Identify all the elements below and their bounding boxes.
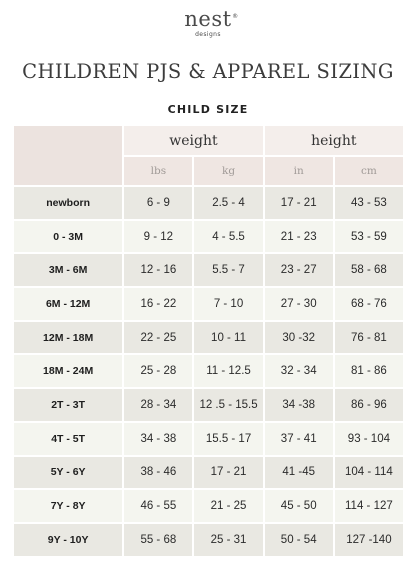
unit-header-cm: cm: [334, 157, 403, 185]
unit-header-kg: kg: [194, 157, 263, 185]
header-corner-cell: [14, 126, 123, 185]
registered-mark: ®: [232, 13, 239, 20]
size-label-cell: 6M - 12M: [14, 288, 123, 320]
height-header: height: [264, 126, 403, 155]
table-row: 2T - 3T 28 - 34 12 .5 - 15.5 34 -38 86 - 96: [14, 389, 403, 421]
cell-in: 41 -45: [264, 456, 333, 489]
unit-header-lbs: lbs: [124, 157, 193, 185]
cell-lbs: 16 - 22: [124, 288, 193, 320]
cell-kg: 15.5 - 17: [194, 422, 263, 455]
cell-lbs: 9 - 12: [124, 220, 193, 253]
cell-lbs: 28 - 34: [124, 389, 193, 421]
cell-cm: 43 - 53: [334, 187, 403, 219]
table-subtitle: CHILD SIZE: [167, 103, 249, 116]
cell-cm: 127 -140: [334, 523, 403, 556]
cell-kg: 17 - 21: [194, 456, 263, 489]
brand-name-wrap: nest ®: [184, 7, 238, 31]
unit-header-row: lbs kg in cm: [14, 157, 403, 185]
cell-in: 30 -32: [264, 321, 333, 354]
cell-cm: 53 - 59: [334, 220, 403, 253]
cell-cm: 93 - 104: [334, 422, 403, 455]
table-row: 0 - 3M 9 - 12 4 - 5.5 21 - 23 53 - 59: [14, 220, 403, 253]
size-label-cell: 5Y - 6Y: [14, 456, 123, 489]
cell-cm: 114 - 127: [334, 490, 403, 522]
cell-in: 50 - 54: [264, 523, 333, 556]
size-label-cell: 3M - 6M: [14, 254, 123, 287]
cell-in: 37 - 41: [264, 422, 333, 455]
table-row: 12M - 18M 22 - 25 10 - 11 30 -32 76 - 81: [14, 321, 403, 354]
brand-name: nest: [184, 7, 232, 31]
cell-kg: 10 - 11: [194, 321, 263, 354]
cell-in: 21 - 23: [264, 220, 333, 253]
size-label-cell: 4T - 5T: [14, 422, 123, 455]
table-row: 9Y - 10Y 55 - 68 25 - 31 50 - 54 127 -140: [14, 523, 403, 556]
cell-kg: 12 .5 - 15.5: [194, 389, 263, 421]
table-row: 5Y - 6Y 38 - 46 17 - 21 41 -45 104 - 114: [14, 456, 403, 489]
group-header-row: weight height: [14, 126, 403, 185]
size-label-cell: 2T - 3T: [14, 389, 123, 421]
cell-lbs: 55 - 68: [124, 523, 193, 556]
cell-in: 17 - 21: [264, 187, 333, 219]
size-label-cell: 9Y - 10Y: [14, 523, 123, 556]
weight-header: weight: [124, 126, 263, 155]
cell-cm: 58 - 68: [334, 254, 403, 287]
brand-logo: nest ® designs: [0, 8, 416, 38]
cell-cm: 104 - 114: [334, 456, 403, 489]
cell-kg: 7 - 10: [194, 288, 263, 320]
table-row: 4T - 5T 34 - 38 15.5 - 17 37 - 41 93 - 104: [14, 422, 403, 455]
table-row: 3M - 6M 12 - 16 5.5 - 7 23 - 27 58 - 68: [14, 254, 403, 287]
cell-in: 34 -38: [264, 389, 333, 421]
cell-in: 32 - 34: [264, 355, 333, 388]
size-label-cell: 0 - 3M: [14, 220, 123, 253]
cell-kg: 21 - 25: [194, 490, 263, 522]
page-title: CHILDREN PJS & APPAREL SIZING: [22, 60, 394, 83]
cell-in: 45 - 50: [264, 490, 333, 522]
table-row: 18M - 24M 25 - 28 11 - 12.5 32 - 34 81 - 86: [14, 355, 403, 388]
cell-lbs: 25 - 28: [124, 355, 193, 388]
table-row: newborn 6 - 9 2.5 - 4 17 - 21 43 - 53: [14, 187, 403, 219]
table-row: 6M - 12M 16 - 22 7 - 10 27 - 30 68 - 76: [14, 288, 403, 320]
cell-in: 27 - 30: [264, 288, 333, 320]
cell-kg: 5.5 - 7: [194, 254, 263, 287]
size-label-cell: 18M - 24M: [14, 355, 123, 388]
cell-in: 23 - 27: [264, 254, 333, 287]
cell-lbs: 12 - 16: [124, 254, 193, 287]
size-label-cell: 12M - 18M: [14, 321, 123, 354]
cell-lbs: 46 - 55: [124, 490, 193, 522]
unit-header-in: in: [264, 157, 333, 185]
cell-lbs: 38 - 46: [124, 456, 193, 489]
table-row: 7Y - 8Y 46 - 55 21 - 25 45 - 50 114 - 127: [14, 490, 403, 522]
cell-kg: 2.5 - 4: [194, 187, 263, 219]
size-label-cell: newborn: [14, 187, 123, 219]
cell-kg: 11 - 12.5: [194, 355, 263, 388]
size-label-cell: 7Y - 8Y: [14, 490, 123, 522]
cell-cm: 86 - 96: [334, 389, 403, 421]
brand-sub: designs: [195, 31, 221, 38]
cell-cm: 81 - 86: [334, 355, 403, 388]
cell-lbs: 34 - 38: [124, 422, 193, 455]
cell-lbs: 22 - 25: [124, 321, 193, 354]
cell-kg: 4 - 5.5: [194, 220, 263, 253]
cell-cm: 68 - 76: [334, 288, 403, 320]
cell-lbs: 6 - 9: [124, 187, 193, 219]
cell-kg: 25 - 31: [194, 523, 263, 556]
cell-cm: 76 - 81: [334, 321, 403, 354]
